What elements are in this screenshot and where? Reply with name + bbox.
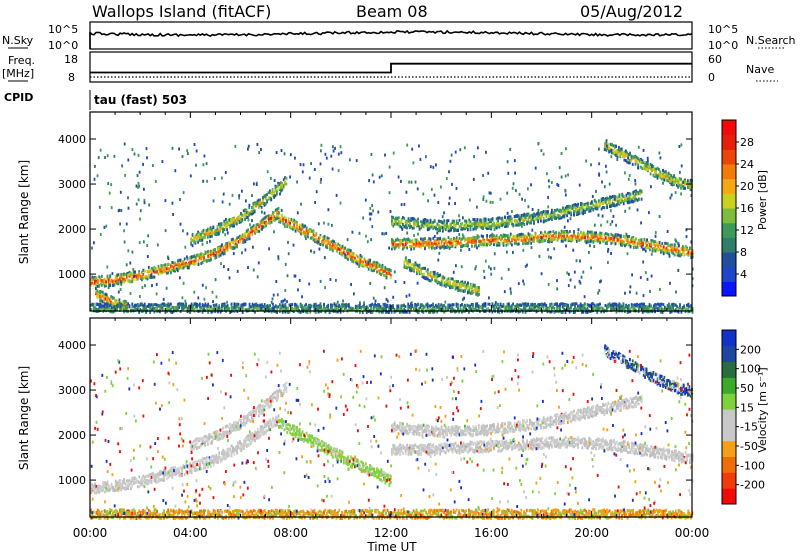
velocity-colorbar: -200 -100 -50 -15 15 50 100 200: [721, 329, 765, 505]
y-tick-label: 1000: [58, 474, 86, 487]
freq-label: Freq.: [8, 54, 35, 67]
colorbar-tick-label: 20: [740, 180, 754, 193]
freq-unit-label: [MHz]: [2, 67, 34, 80]
colorbar-swatch: [722, 472, 736, 489]
colorbar-tick-label: -200: [740, 479, 765, 492]
power-ylabel: Slant Range [km]: [17, 160, 31, 264]
colorbar-tick-label: 50: [740, 382, 754, 395]
colorbar-swatch: [722, 164, 736, 180]
colorbar-swatch: [722, 193, 736, 209]
x-tick-label: 00:00: [73, 526, 108, 540]
velocity-colorbar-label: Velocity [m s⁻¹]: [756, 367, 769, 452]
y-tick-label: 3000: [58, 178, 86, 191]
nave-tick-bottom: 0: [708, 71, 715, 84]
colorbar-swatch: [722, 424, 736, 442]
y-tick-label: 2000: [58, 429, 86, 442]
colorbar-tick-label: 28: [740, 136, 754, 149]
colorbar-tick-label: 8: [740, 246, 747, 259]
colorbar-swatch: [722, 149, 736, 165]
x-tick-label: 00:00: [675, 526, 710, 540]
x-tick-label: 12:00: [374, 526, 409, 540]
colorbar-tick-label: 200: [740, 343, 761, 356]
colorbar-swatch: [722, 440, 736, 457]
colorbar-tick-label: 24: [740, 158, 754, 171]
nsearch-tick-top: 10^5: [708, 23, 738, 36]
x-tick-label: 20:00: [574, 526, 609, 540]
colorbar-swatch: [722, 178, 736, 194]
x-tick-labels: 00:00 04:00 08:00 12:00 16:00 20:00 00:00: [73, 526, 710, 540]
nave-label: Nave: [746, 63, 774, 76]
colorbar-swatch: [722, 252, 736, 268]
y-tick-label: 4000: [58, 133, 86, 146]
colorbar-swatch: [722, 208, 736, 224]
freq-panel: [89, 51, 693, 83]
colorbar-swatch: [722, 330, 736, 347]
freq-tick-top: 18: [64, 53, 78, 66]
nsky-tick-top: 10^5: [48, 23, 78, 36]
beam-label: Beam 08: [356, 2, 428, 21]
colorbar-tick-label: 16: [740, 202, 754, 215]
colorbar-tick-label: 12: [740, 224, 754, 237]
y-tick-label: 3000: [58, 384, 86, 397]
x-tick-label: 04:00: [173, 526, 208, 540]
cpid-value: tau (fast) 503: [94, 93, 187, 107]
nsky-tick-bottom: 10^0: [48, 39, 78, 52]
nsearch-label: N.Search: [746, 34, 796, 47]
colorbar-tick-label: -100: [740, 459, 765, 472]
cpid-label: CPID: [4, 91, 33, 104]
colorbar-swatch: [722, 377, 736, 394]
nsearch-tick-bottom: 10^0: [708, 39, 738, 52]
colorbar-tick-label: -15: [740, 421, 758, 434]
colorbar-tick-label: -50: [740, 440, 758, 453]
colorbar-swatch: [722, 281, 736, 297]
nsky-series-line: [89, 29, 693, 49]
colorbar-swatch: [722, 488, 736, 505]
power-panel: 1000 2000 3000 4000: [58, 111, 694, 314]
x-tick-label: 08:00: [273, 526, 308, 540]
velocity-panel: 1000 2000 3000 4000: [58, 317, 694, 520]
colorbar-swatch: [722, 409, 736, 426]
colorbar-tick-label: 15: [740, 401, 754, 414]
colorbar-swatch: [722, 456, 736, 473]
colorbar-swatch: [722, 393, 736, 410]
power-colorbar-label: Power [dB]: [756, 170, 769, 230]
nsky-label: N.Sky: [2, 34, 34, 47]
y-tick-label: 1000: [58, 268, 86, 281]
velocity-ylabel: Slant Range [km]: [17, 366, 31, 470]
y-tick-label: 4000: [58, 339, 86, 352]
freq-tick-bottom: 8: [68, 71, 75, 84]
colorbar-tick-label: 100: [740, 363, 761, 376]
colorbar-swatch: [722, 120, 736, 136]
colorbar-swatch: [722, 222, 736, 238]
colorbar-frame: [721, 329, 737, 505]
power-colorbar: 4 8 12 16 20 24 28: [721, 119, 754, 297]
plot-title: Wallops Island (fitACF): [92, 2, 271, 21]
nave-tick-top: 60: [708, 53, 722, 66]
colorbar-swatch: [722, 345, 736, 363]
colorbar-swatch: [722, 361, 736, 378]
date-label: 05/Aug/2012: [580, 2, 683, 21]
y-tick-label: 2000: [58, 223, 86, 236]
x-tick-label: 16:00: [474, 526, 509, 540]
xaxis-label: Time UT: [366, 540, 417, 554]
colorbar-tick-label: 4: [740, 268, 747, 281]
freq-series-line: [90, 62, 692, 74]
colorbar-swatch: [722, 266, 736, 282]
colorbar-swatch: [722, 237, 736, 253]
colorbar-swatch: [722, 134, 736, 150]
